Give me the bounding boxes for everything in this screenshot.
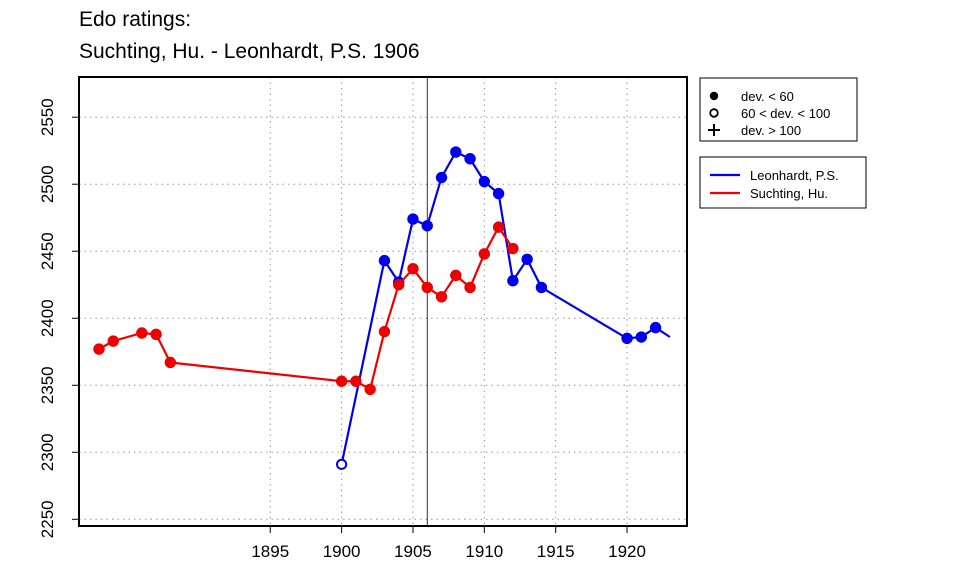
data-point <box>464 281 476 294</box>
data-point <box>621 332 633 345</box>
x-tick-label: 1900 <box>323 542 361 561</box>
y-axis: 2250 2300 2350 2400 2450 2500 2550 <box>38 98 79 538</box>
data-point <box>649 321 662 334</box>
data-point <box>150 328 162 341</box>
data-point <box>507 275 519 287</box>
data-point <box>635 331 648 343</box>
data-point <box>464 153 476 165</box>
data-point <box>407 213 419 225</box>
marker-legend: dev. < 60 60 < dev. < 100 dev. > 100 <box>699 77 858 142</box>
data-point <box>421 220 433 232</box>
data-point <box>378 254 391 267</box>
data-point <box>535 281 548 294</box>
series-legend-label: Suchting, Hu. <box>750 186 828 201</box>
legend-open-marker <box>709 108 719 118</box>
series-legend-label: Leonhardt, P.S. <box>750 168 839 183</box>
data-point <box>492 221 505 233</box>
data-point <box>364 383 376 395</box>
marker-legend-box <box>699 77 858 142</box>
series-legend-box <box>699 156 867 209</box>
chart-title-line-1: Edo ratings: <box>79 8 192 31</box>
y-tick-label: 2400 <box>38 299 57 337</box>
data-point <box>392 279 405 291</box>
data-point <box>350 375 362 387</box>
data-point <box>478 248 491 260</box>
data-point <box>107 335 119 347</box>
marker-legend-label: 60 < dev. < 100 <box>741 106 830 121</box>
data-point <box>450 146 462 158</box>
data-point <box>435 171 448 184</box>
data-point <box>93 343 105 355</box>
data-point <box>378 325 391 338</box>
x-axis: 1895 1900 1905 1910 1915 1920 <box>251 526 646 561</box>
y-tick-label: 2450 <box>38 232 57 270</box>
data-point <box>336 458 348 470</box>
y-tick-label: 2300 <box>38 433 57 471</box>
legend-filled-marker <box>709 91 719 101</box>
x-tick-label: 1895 <box>251 542 289 561</box>
data-point <box>136 327 148 339</box>
x-tick-label: 1905 <box>394 542 432 561</box>
series-suchting <box>93 221 519 395</box>
data-point <box>521 253 533 265</box>
series-leonhardt <box>336 146 671 470</box>
data-point <box>450 269 462 282</box>
data-point <box>335 375 348 387</box>
x-tick-label: 1915 <box>537 542 575 561</box>
y-tick-label: 2550 <box>38 98 57 136</box>
data-point <box>507 242 519 255</box>
data-point <box>407 262 419 275</box>
x-tick-label: 1920 <box>608 542 646 561</box>
data-point <box>478 175 491 188</box>
y-tick-label: 2350 <box>38 366 57 404</box>
marker-legend-label: dev. < 60 <box>741 89 794 104</box>
y-tick-label: 2500 <box>38 165 57 203</box>
marker-legend-label: dev. > 100 <box>741 123 801 138</box>
x-tick-label: 1910 <box>465 542 503 561</box>
data-point <box>164 356 177 369</box>
series-legend: Leonhardt, P.S. Suchting, Hu. <box>699 156 867 209</box>
data-point <box>435 291 448 303</box>
data-point <box>421 281 433 294</box>
data-point <box>492 187 505 200</box>
chart-title-line-2: Suchting, Hu. - Leonhardt, P.S. 1906 <box>79 40 420 63</box>
grid-lines <box>79 77 687 526</box>
plot-frame <box>78 76 688 527</box>
y-tick-label: 2250 <box>38 500 57 538</box>
